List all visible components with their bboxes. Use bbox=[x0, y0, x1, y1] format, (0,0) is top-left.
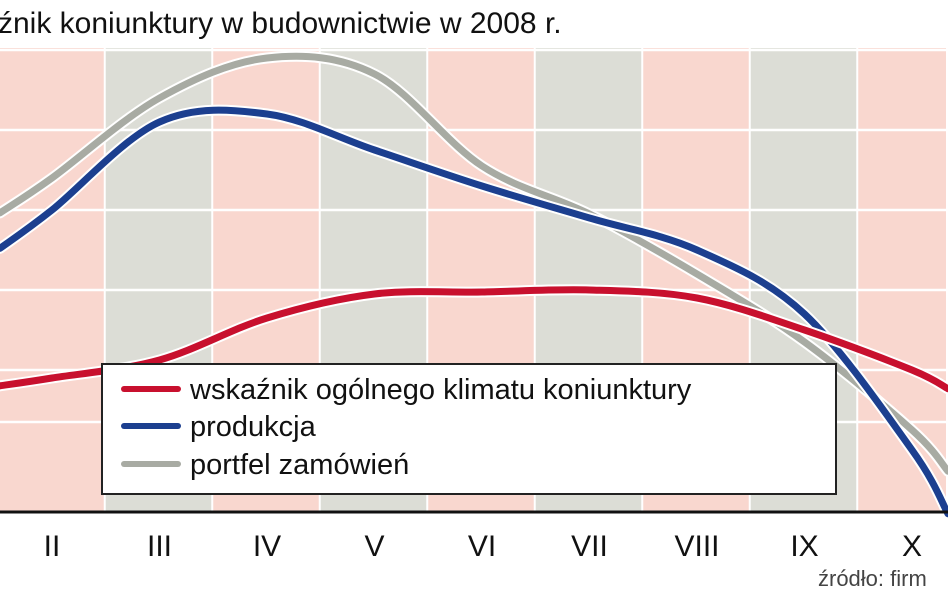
x-tick-label-VIII: VIII bbox=[674, 530, 719, 563]
legend-label-klimat: wskaźnik ogólnego klimatu koniunktury bbox=[189, 374, 692, 406]
x-tick-label-III: III bbox=[147, 530, 172, 563]
x-tick-label-IV: IV bbox=[253, 530, 281, 563]
legend-box bbox=[101, 363, 837, 495]
legend: wskaźnik ogólnego klimatu koniunktury pr… bbox=[101, 363, 837, 495]
x-tick-label-V: V bbox=[364, 530, 384, 563]
legend-label-portfel: portfel zamówień bbox=[190, 449, 409, 481]
series-line-produkcja bbox=[0, 106, 948, 518]
series-lines bbox=[0, 50, 948, 520]
x-tick-label-VII: VII bbox=[571, 530, 608, 563]
x-tick-label-II: II bbox=[44, 530, 61, 563]
legend-label-produkcja: produkcja bbox=[190, 411, 317, 443]
chart-source: źródło: firm bbox=[818, 566, 927, 591]
band bbox=[0, 48, 106, 512]
chart-title: źnik koniunktury w budownictwie w 2008 r… bbox=[0, 7, 562, 40]
x-tick-label-X: X bbox=[902, 530, 922, 563]
x-axis: II III IV V VI VII VIII IX X bbox=[0, 510, 948, 563]
x-tick-label-VI: VI bbox=[468, 530, 496, 563]
x-tick-label-IX: IX bbox=[790, 530, 818, 563]
